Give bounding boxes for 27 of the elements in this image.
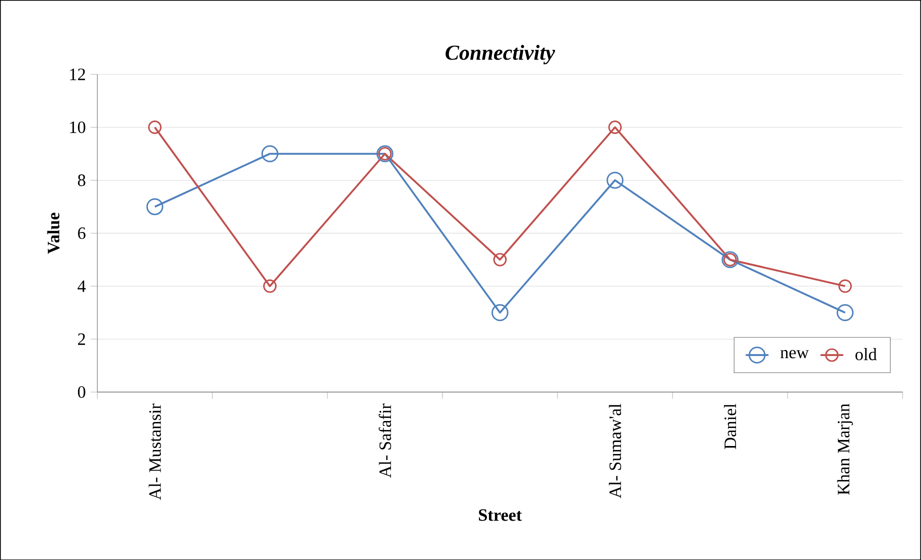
chart-title: Connectivity [446, 44, 556, 64]
point [608, 120, 622, 134]
point [148, 120, 162, 134]
x-tick-label: Khan Marjan [837, 404, 853, 495]
y-tick-label: 4 [78, 280, 86, 292]
point [261, 145, 278, 162]
x-tick-label: Daniel [724, 404, 736, 449]
y-tick-label: 2 [78, 333, 85, 345]
y-tick-label: 0 [78, 386, 86, 398]
legend-label: old [855, 348, 877, 360]
point [838, 279, 852, 293]
x-tick-label: Al- Safafir [378, 403, 392, 478]
point [263, 279, 277, 293]
y-tick-label: 10 [70, 121, 86, 133]
point [493, 252, 507, 266]
y-tick-label: 6 [78, 227, 86, 239]
y-tick-label: 8 [78, 174, 86, 186]
point [606, 172, 624, 189]
point [146, 198, 164, 216]
x-tick-label: Al- Mustansir [148, 403, 161, 500]
x-axis-title: Street [478, 509, 522, 521]
point [492, 304, 508, 321]
x-tick-label: Al- Sumaw'al [608, 404, 622, 498]
point [836, 304, 854, 321]
y-axis-title: Value [47, 212, 60, 254]
legend-label: new [780, 350, 809, 358]
y-tick-label: 12 [70, 68, 85, 80]
